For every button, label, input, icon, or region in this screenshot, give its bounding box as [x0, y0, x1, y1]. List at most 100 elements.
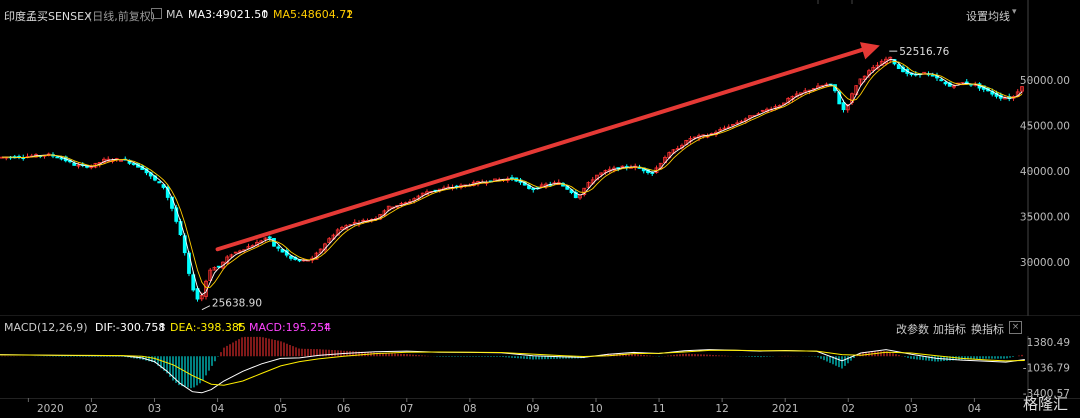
candle-up [858, 78, 863, 85]
candle-up [735, 122, 740, 125]
dif-line [0, 349, 1025, 394]
chart-subtitle: (日线,前复权) [88, 10, 156, 23]
x-tick-label: 2020 [37, 403, 64, 415]
candle-down [195, 288, 200, 300]
candle-up [119, 159, 123, 162]
y-tick-label: 40000.00 [1020, 166, 1070, 178]
candle-up [76, 164, 81, 167]
candle-down [573, 191, 578, 199]
candle-down [280, 248, 285, 253]
x-tick-label: 03 [905, 403, 918, 415]
macd-value: MACD:195.254 [249, 321, 332, 334]
candle-down [187, 252, 191, 274]
add-indicator-button[interactable]: 加指标 [933, 323, 966, 336]
macd-y-tick-label: 1380.49 [1027, 337, 1070, 349]
x-tick-label: 05 [274, 403, 287, 415]
chevron-down-icon[interactable]: ▾ [1012, 7, 1017, 17]
candle-up [208, 269, 213, 281]
dea-value: DEA:-398.385 [170, 321, 246, 334]
candle-down [72, 162, 77, 166]
settings-ma-button[interactable]: 设置均线 [966, 10, 1010, 23]
candle-down [943, 81, 948, 85]
candle-up [871, 67, 876, 71]
candle-down [276, 246, 281, 249]
ma5-value: MA5:48604.72 [273, 8, 354, 21]
candle-down [55, 156, 60, 159]
candle-up [748, 115, 752, 119]
candle-up [420, 192, 425, 196]
chart-header: 印度孟买SENSEX (日线,前复权) MA MA3:49021.50 ↑ MA… [0, 0, 1080, 28]
checkbox-icon[interactable] [151, 8, 162, 19]
macd-arrow-icon: ↑ [322, 321, 332, 334]
macd-y-tick-label: -1036.79 [1023, 362, 1070, 374]
x-tick-label: 04 [968, 403, 982, 415]
close-icon[interactable]: × [1009, 321, 1022, 334]
macd-chart: 1380.49 -1036.79 -3400.57 [0, 336, 1070, 398]
candle-down [939, 79, 944, 82]
candle-up [263, 237, 268, 241]
watermark-logo: 格隆汇 [1022, 395, 1068, 413]
candle-down [896, 64, 901, 69]
candle-up [599, 172, 604, 176]
candle-down [216, 265, 221, 268]
change-params-button[interactable]: 改参数 [896, 323, 929, 336]
y-tick-label: 30000.00 [1020, 257, 1070, 269]
candle-down [272, 237, 276, 247]
candle-up [692, 136, 697, 139]
y-tick-label: 35000.00 [1020, 211, 1070, 223]
x-tick-label: 03 [148, 403, 161, 415]
candle-up [233, 251, 238, 254]
candle-down [59, 157, 64, 160]
x-tick-label: 2021 [772, 403, 799, 415]
candle-down [531, 187, 536, 191]
x-tick-label: 08 [463, 403, 476, 415]
candle-up [722, 127, 727, 130]
macd-y-tick-label: -3400.57 [1023, 388, 1070, 398]
y-tick-label: 50000.00 [1020, 75, 1070, 87]
x-tick-label: 04 [211, 403, 225, 415]
candle-up [731, 123, 735, 127]
candle-down [157, 181, 162, 184]
ma3-value: MA3:49021.50 [188, 8, 269, 21]
trend-arrow-head [859, 42, 880, 60]
dif-value: DIF:-300.758 [95, 321, 166, 334]
candle-down [182, 235, 187, 254]
dea-arrow-icon: ↑ [235, 321, 245, 334]
x-tick-label: 09 [526, 403, 539, 415]
dif-arrow-icon: ↑ [158, 321, 168, 334]
candle-down [191, 274, 196, 291]
x-tick-label: 07 [400, 403, 413, 415]
macd-label: MACD(12,26,9) [4, 321, 88, 334]
x-tick-label: 02 [842, 403, 855, 415]
candle-up [845, 104, 850, 111]
candle-up [586, 182, 591, 188]
candle-up [327, 238, 332, 244]
candle-up [225, 256, 230, 264]
candle-up [760, 109, 765, 112]
candle-up [361, 219, 366, 222]
dea-line [0, 349, 1025, 386]
candle-down [289, 255, 293, 259]
candle-up [221, 261, 225, 269]
x-tick-label: 12 [715, 403, 728, 415]
low-pointer [201, 305, 211, 311]
switch-indicator-button[interactable]: 换指标 [971, 323, 1004, 336]
x-tick-label: 02 [85, 403, 98, 415]
price-chart: 30000.00 35000.00 40000.00 45000.00 50000.00… [0, 0, 1080, 316]
ma-label[interactable]: MA [166, 8, 184, 21]
candle-up [539, 184, 544, 188]
candle-up [340, 227, 344, 231]
candle-down [841, 102, 846, 111]
x-tick-label: 10 [589, 403, 602, 415]
trend-arrow-line [215, 45, 872, 252]
high-label: 52516.76 [899, 46, 949, 58]
macd-header: MACD(12,26,9) DIF:-300.758 ↑ DEA:-398.38… [0, 318, 1080, 336]
ma3-arrow-icon: ↑ [260, 8, 270, 21]
candle-up [229, 254, 234, 258]
candle-up [718, 129, 723, 132]
candle-down [837, 91, 842, 105]
x-tick-label: 11 [652, 403, 665, 415]
candle-up [212, 266, 217, 271]
candle-up [888, 56, 893, 61]
candle-down [267, 236, 272, 239]
